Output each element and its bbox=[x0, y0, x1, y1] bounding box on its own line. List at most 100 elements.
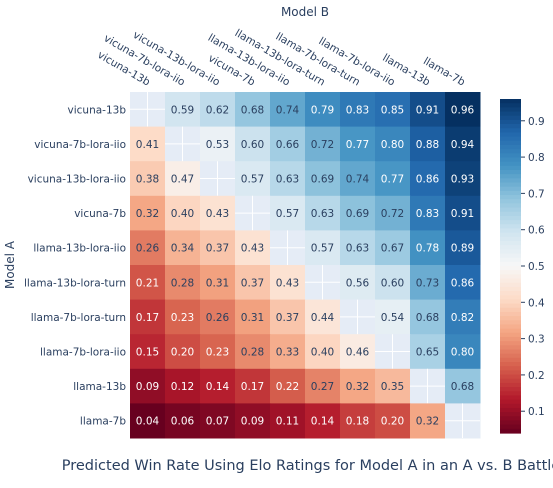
colorbar-segment bbox=[500, 236, 521, 242]
heatmap-cell bbox=[410, 195, 446, 231]
y-tick-label: llama-13b-lora-turn bbox=[24, 277, 126, 289]
y-tick-label: llama-7b-lora-turn bbox=[31, 312, 126, 324]
cell-value-label: 0.63 bbox=[311, 208, 334, 220]
colorbar-tick-label: 0.7 bbox=[528, 188, 545, 200]
cell-value-label: 0.83 bbox=[416, 208, 439, 220]
colorbar-segment bbox=[500, 190, 521, 196]
cell-value-label: 0.59 bbox=[171, 104, 194, 116]
cell-value-label: 0.32 bbox=[136, 208, 159, 220]
colorbar-segment bbox=[500, 144, 521, 150]
cell-value-label: 0.68 bbox=[241, 104, 264, 116]
colorbar-segment bbox=[500, 157, 521, 163]
heatmap-cell bbox=[445, 195, 481, 231]
cell-value-label: 0.46 bbox=[346, 347, 370, 359]
colorbar-segment bbox=[500, 307, 521, 313]
heatmap-cell bbox=[375, 195, 411, 231]
cell-value-label: 0.17 bbox=[241, 381, 264, 393]
colorbar-segment bbox=[500, 324, 521, 330]
colorbar-tick-label: 0.8 bbox=[528, 152, 545, 164]
cell-value-label: 0.83 bbox=[346, 104, 369, 116]
cell-value-label: 0.69 bbox=[346, 208, 369, 220]
cell-value-label: 0.31 bbox=[241, 312, 264, 324]
cell-value-label: 0.72 bbox=[381, 208, 404, 220]
cell-value-label: 0.32 bbox=[416, 416, 439, 428]
heatmap-cell bbox=[200, 334, 236, 370]
heatmap-cell bbox=[340, 334, 376, 370]
heatmap-cell bbox=[200, 92, 236, 128]
heatmap-cell bbox=[235, 230, 271, 266]
colorbar-segment bbox=[500, 266, 521, 271]
cell-value-label: 0.91 bbox=[451, 208, 474, 220]
cell-value-label: 0.57 bbox=[311, 243, 334, 255]
heatmap-cell bbox=[270, 299, 306, 335]
colorbar-segment bbox=[500, 186, 521, 192]
colorbar-segment bbox=[500, 119, 521, 125]
heatmap-cell bbox=[130, 195, 166, 231]
cell-value-label: 0.68 bbox=[451, 381, 474, 393]
colorbar-segment bbox=[500, 403, 521, 409]
cell-value-label: 0.26 bbox=[206, 312, 230, 324]
colorbar-segment bbox=[500, 174, 521, 179]
colorbar-segment bbox=[500, 111, 521, 117]
heatmap-cell bbox=[340, 368, 376, 404]
colorbar-segment bbox=[500, 399, 521, 405]
y-tick-label: vicuna-7b-lora-iio bbox=[34, 139, 126, 151]
chart-title: Predicted Win Rate Using Elo Ratings for… bbox=[62, 458, 553, 474]
y-tick-label: llama-13b bbox=[73, 381, 126, 393]
heatmap-cell bbox=[130, 265, 166, 301]
heatmap-cell bbox=[270, 368, 306, 404]
cell-value-label: 0.15 bbox=[136, 347, 159, 359]
cell-value-label: 0.37 bbox=[206, 243, 229, 255]
colorbar-segment bbox=[500, 320, 521, 326]
heatmap-cell bbox=[305, 195, 341, 231]
heatmap-cell bbox=[270, 265, 306, 301]
colorbar-tick-label: 0.5 bbox=[528, 261, 545, 273]
cell-value-label: 0.63 bbox=[276, 174, 299, 186]
heatmap-cell bbox=[305, 161, 341, 197]
cell-value-label: 0.34 bbox=[171, 243, 195, 255]
cell-value-label: 0.04 bbox=[136, 416, 160, 428]
cell-value-label: 0.74 bbox=[346, 174, 370, 186]
cell-value-label: 0.60 bbox=[241, 139, 264, 151]
cell-value-label: 0.91 bbox=[416, 104, 439, 116]
cell-value-label: 0.27 bbox=[311, 381, 334, 393]
colorbar-segment bbox=[500, 128, 521, 133]
colorbar-segment bbox=[500, 428, 521, 434]
colorbar-segment bbox=[500, 207, 521, 213]
heatmap-cell bbox=[270, 195, 306, 231]
heatmap-cell bbox=[375, 230, 411, 266]
heatmap-cell bbox=[305, 126, 341, 162]
heatmap-cell bbox=[130, 126, 166, 162]
heatmap-cell bbox=[340, 161, 376, 197]
cell-value-label: 0.96 bbox=[451, 104, 475, 116]
heatmap-cell bbox=[410, 161, 446, 197]
cell-value-label: 0.12 bbox=[171, 381, 194, 393]
colorbar-segment bbox=[500, 382, 521, 388]
colorbar-segment bbox=[500, 374, 521, 380]
cell-value-label: 0.53 bbox=[206, 139, 229, 151]
colorbar-segment bbox=[500, 107, 521, 113]
heatmap-cell bbox=[445, 92, 481, 128]
heatmap-cell bbox=[270, 161, 306, 197]
cell-value-label: 0.62 bbox=[206, 104, 229, 116]
colorbar-segment bbox=[500, 165, 521, 171]
cell-value-label: 0.57 bbox=[241, 174, 264, 186]
colorbar-segment bbox=[500, 245, 521, 250]
colorbar-segment bbox=[500, 124, 521, 129]
colorbar-segment bbox=[500, 328, 521, 334]
colorbar-tick-label: 0.6 bbox=[528, 225, 545, 237]
cell-value-label: 0.67 bbox=[381, 243, 404, 255]
cell-value-label: 0.77 bbox=[346, 139, 369, 151]
colorbar-segment bbox=[500, 103, 521, 108]
cell-value-label: 0.77 bbox=[381, 174, 404, 186]
cell-value-label: 0.37 bbox=[276, 312, 299, 324]
heatmap-cell bbox=[375, 403, 411, 439]
colorbar-segment bbox=[500, 132, 521, 138]
colorbar-segment bbox=[500, 366, 521, 371]
colorbar-segment bbox=[500, 353, 521, 359]
heatmap-cell bbox=[410, 403, 446, 439]
colorbar-segment bbox=[500, 378, 521, 384]
colorbar-segment bbox=[500, 299, 521, 305]
colorbar-segment bbox=[500, 311, 521, 317]
heatmap-cell bbox=[235, 403, 271, 439]
